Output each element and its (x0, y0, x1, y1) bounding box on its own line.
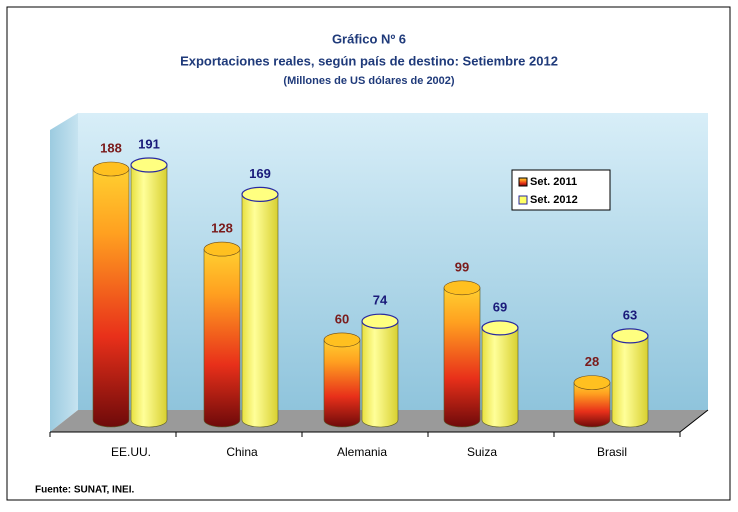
legend-label: Set. 2012 (530, 194, 578, 206)
legend-swatch (518, 195, 528, 205)
chart-subtitle: Exportaciones reales, según país de dest… (180, 53, 558, 68)
x-tick-label: Brasil (597, 445, 627, 459)
source-note: Fuente: SUNAT, INEI. (35, 485, 134, 496)
cylinder (241, 186, 279, 428)
cylinder-part (443, 287, 481, 428)
cylinder (443, 280, 481, 428)
cylinder-part (130, 157, 168, 173)
cylinder-part (92, 168, 130, 428)
x-tick-label: EE.UU. (111, 445, 151, 459)
cylinder-part (241, 186, 279, 202)
cylinder (323, 332, 361, 428)
side-wall (50, 113, 78, 432)
data-label: 60 (335, 311, 349, 326)
cylinder-part (443, 280, 481, 296)
x-tick-label: China (226, 445, 258, 459)
legend (511, 169, 611, 211)
cylinder-part (323, 332, 361, 348)
cylinder-part (241, 194, 279, 428)
cylinder (611, 328, 649, 428)
data-label: 28 (585, 354, 599, 369)
data-label: 74 (373, 293, 388, 308)
data-label: 169 (249, 166, 271, 181)
cylinder (130, 157, 168, 428)
x-tick-label: Suiza (467, 445, 497, 459)
cylinder-part (481, 327, 519, 428)
cylinder (481, 320, 519, 428)
legend-swatch (518, 177, 528, 187)
cylinder-part (92, 161, 130, 177)
legend-label: Set. 2011 (530, 176, 577, 188)
unit-note: (Millones de US dólares de 2002) (283, 75, 455, 87)
cylinder-part (611, 328, 649, 344)
cylinder-part (323, 339, 361, 428)
data-label: 63 (623, 307, 637, 322)
data-label: 128 (211, 221, 233, 236)
x-tick-label: Alemania (337, 445, 387, 459)
data-label: 191 (138, 136, 160, 151)
cylinder-part (203, 248, 241, 428)
cylinder (92, 161, 130, 428)
cylinder (361, 313, 399, 428)
cylinder-part (361, 320, 399, 428)
cylinder-part (361, 313, 399, 329)
cylinder-part (481, 320, 519, 336)
data-label: 188 (100, 140, 122, 155)
cylinder-part (130, 164, 168, 428)
cylinder-part (203, 241, 241, 257)
cylinder-part (573, 375, 611, 390)
cylinder-part (611, 335, 649, 428)
data-label: 99 (455, 259, 469, 274)
cylinder-part (573, 382, 611, 428)
chart-title: Gráfico Nº 6 (332, 31, 406, 46)
cylinder (573, 375, 611, 428)
cylinder (203, 241, 241, 428)
data-label: 69 (493, 299, 507, 314)
